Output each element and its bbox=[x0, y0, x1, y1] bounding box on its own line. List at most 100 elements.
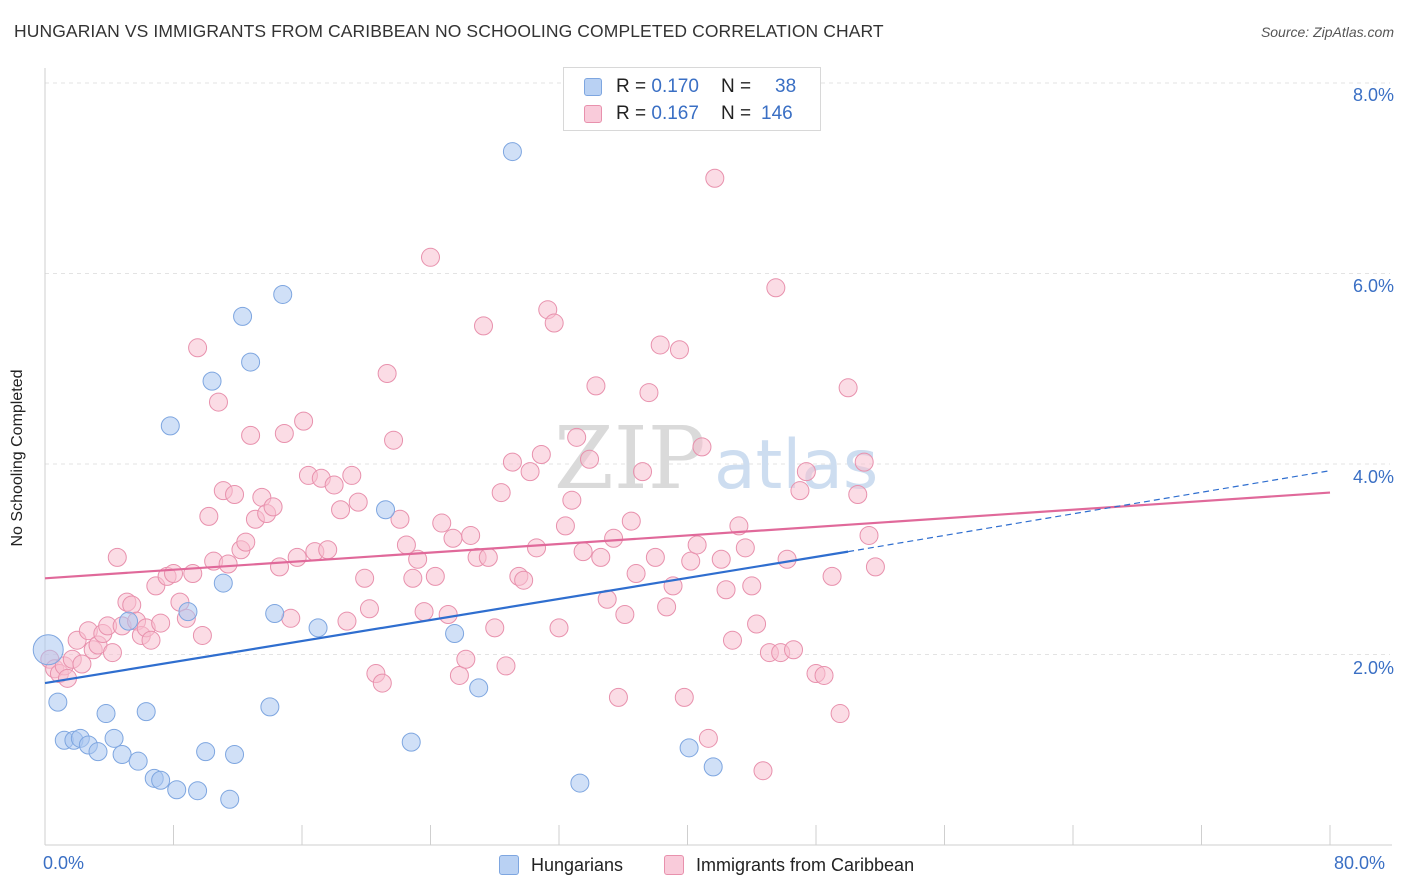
hungarian-point bbox=[376, 500, 396, 520]
hungarian-point bbox=[260, 697, 280, 717]
caribbean-point bbox=[294, 411, 314, 431]
caribbean-point bbox=[324, 475, 344, 495]
caribbean-point bbox=[790, 481, 810, 501]
caribbean-point bbox=[403, 568, 423, 588]
caribbean-point bbox=[621, 511, 641, 531]
legend-n-label: N = bbox=[720, 76, 752, 97]
caribbean-point bbox=[438, 604, 458, 624]
caribbean-point bbox=[859, 525, 879, 545]
caribbean-point bbox=[615, 604, 635, 624]
legend-swatch-pink bbox=[584, 105, 602, 123]
y-tick-6: 6.0% bbox=[1352, 276, 1394, 296]
hungarian-point bbox=[178, 602, 198, 622]
caribbean-point bbox=[544, 313, 564, 333]
caribbean-point bbox=[342, 465, 362, 485]
hungarian-point bbox=[401, 732, 421, 752]
caribbean-point bbox=[122, 595, 142, 615]
caribbean-point bbox=[72, 654, 92, 674]
caribbean-point bbox=[188, 338, 208, 358]
legend-r-label: R = bbox=[616, 76, 647, 97]
caribbean-point bbox=[390, 509, 410, 529]
legend-label-hungarians: Hungarians bbox=[531, 854, 624, 875]
caribbean-point bbox=[502, 452, 522, 472]
caribbean-point bbox=[692, 437, 712, 457]
caribbean-point bbox=[274, 424, 294, 444]
hungarian-trend-extension bbox=[848, 470, 1331, 553]
caribbean-point bbox=[735, 538, 755, 558]
caribbean-point bbox=[496, 656, 516, 676]
hungarian-point bbox=[167, 780, 187, 800]
hungarian-point bbox=[112, 745, 132, 765]
caribbean-point bbox=[377, 364, 397, 384]
y-axis-title: No Schooling Completed bbox=[9, 369, 26, 547]
caribbean-point bbox=[657, 597, 677, 617]
caribbean-point bbox=[241, 425, 261, 445]
caribbean-point bbox=[604, 528, 624, 548]
caribbean-point bbox=[822, 566, 842, 586]
caribbean-point bbox=[753, 761, 773, 781]
caribbean-point bbox=[421, 247, 440, 267]
caribbean-point bbox=[263, 497, 283, 517]
caribbean-point bbox=[626, 564, 646, 584]
caribbean-point bbox=[608, 687, 628, 707]
watermark-zip: ZIP bbox=[554, 409, 706, 509]
caribbean-point bbox=[527, 538, 547, 558]
caribbean-point bbox=[549, 618, 569, 638]
caribbean-point bbox=[164, 564, 183, 584]
caribbean-point bbox=[838, 378, 858, 398]
hungarian-point bbox=[241, 352, 261, 372]
hungarian-point bbox=[136, 702, 156, 722]
caribbean-point bbox=[722, 630, 742, 650]
caribbean-point bbox=[580, 449, 600, 469]
caribbean-points bbox=[40, 168, 885, 781]
hungarian-point bbox=[273, 284, 293, 304]
caribbean-point bbox=[562, 490, 582, 510]
caribbean-point bbox=[514, 570, 534, 590]
caribbean-point bbox=[318, 540, 338, 560]
hungarian-point bbox=[160, 416, 180, 436]
caribbean-point bbox=[348, 492, 368, 512]
caribbean-point bbox=[359, 599, 379, 619]
caribbean-point bbox=[669, 340, 689, 360]
caribbean-point bbox=[729, 516, 749, 536]
hungarian-point bbox=[88, 742, 108, 762]
hungarian-point bbox=[570, 773, 590, 793]
hungarian-point bbox=[104, 728, 124, 748]
hungarian-point bbox=[202, 371, 222, 391]
caribbean-point bbox=[796, 462, 816, 482]
caribbean-point bbox=[645, 547, 665, 567]
hungarian-point bbox=[32, 634, 64, 666]
caribbean-point bbox=[854, 452, 874, 472]
caribbean-point bbox=[372, 673, 392, 693]
caribbean-point bbox=[591, 547, 611, 567]
caribbean-point bbox=[208, 392, 228, 412]
caribbean-point bbox=[716, 580, 736, 600]
hungarian-point bbox=[128, 751, 148, 771]
caribbean-point bbox=[485, 618, 505, 638]
caribbean-point bbox=[674, 687, 694, 707]
caribbean-point bbox=[573, 542, 593, 562]
legend-r-value: 0.170 bbox=[651, 76, 699, 97]
hungarian-point bbox=[196, 742, 216, 762]
hungarian-point bbox=[679, 738, 699, 758]
caribbean-point bbox=[742, 576, 762, 596]
axes bbox=[44, 68, 1392, 846]
legend-row-hungarians: R = 0.170 N = 38 bbox=[584, 75, 796, 99]
caribbean-point bbox=[531, 444, 551, 464]
caribbean-point bbox=[414, 602, 434, 622]
legend-n-value: 38 bbox=[775, 76, 797, 97]
hungarian-point bbox=[119, 611, 139, 631]
hungarian-point bbox=[213, 573, 233, 593]
caribbean-point bbox=[478, 547, 498, 567]
caribbean-point bbox=[681, 551, 701, 571]
caribbean-point bbox=[236, 532, 256, 552]
legend-n-value: 146 bbox=[761, 103, 793, 124]
caribbean-point bbox=[218, 554, 238, 574]
legend-row-caribbean: R = 0.167 N = 146 bbox=[584, 102, 793, 126]
caribbean-point bbox=[766, 278, 786, 298]
y-tick-4: 4.0% bbox=[1352, 467, 1394, 487]
caribbean-point bbox=[225, 484, 245, 504]
caribbean-point bbox=[461, 525, 481, 545]
hungarian-trend-line bbox=[44, 550, 849, 685]
caribbean-point bbox=[384, 430, 404, 450]
